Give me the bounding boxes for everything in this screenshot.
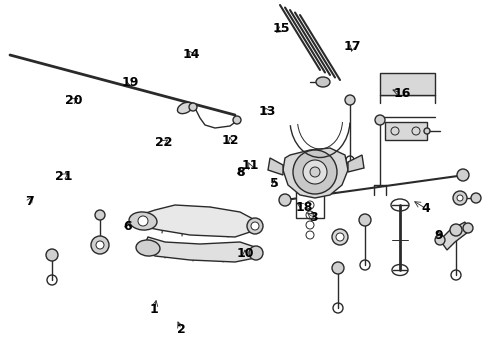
- Circle shape: [463, 223, 473, 233]
- Circle shape: [359, 214, 371, 226]
- Circle shape: [46, 249, 58, 261]
- Circle shape: [450, 224, 462, 236]
- Text: 12: 12: [221, 134, 239, 147]
- Text: 6: 6: [123, 220, 132, 233]
- Text: 11: 11: [241, 159, 259, 172]
- Circle shape: [279, 194, 291, 206]
- Text: 16: 16: [393, 87, 411, 100]
- Circle shape: [303, 160, 327, 184]
- Text: 1: 1: [150, 303, 159, 316]
- Text: 21: 21: [55, 170, 73, 183]
- Circle shape: [310, 167, 320, 177]
- Circle shape: [189, 103, 197, 111]
- Text: 4: 4: [422, 202, 431, 215]
- Text: 9: 9: [434, 229, 443, 242]
- Ellipse shape: [177, 102, 193, 114]
- Polygon shape: [283, 148, 348, 198]
- Polygon shape: [348, 155, 364, 172]
- Circle shape: [453, 191, 467, 205]
- Polygon shape: [140, 205, 255, 237]
- Ellipse shape: [316, 77, 330, 87]
- Circle shape: [457, 195, 463, 201]
- Text: 15: 15: [273, 22, 291, 35]
- Polygon shape: [142, 237, 258, 262]
- Circle shape: [332, 262, 344, 274]
- Circle shape: [233, 116, 241, 124]
- Circle shape: [249, 246, 263, 260]
- Text: 5: 5: [270, 177, 279, 190]
- Text: 7: 7: [25, 195, 34, 208]
- Text: 10: 10: [236, 247, 254, 260]
- Text: 20: 20: [65, 94, 82, 107]
- Circle shape: [293, 150, 337, 194]
- Polygon shape: [268, 158, 283, 175]
- Circle shape: [471, 193, 481, 203]
- Circle shape: [91, 236, 109, 254]
- Text: 17: 17: [344, 40, 362, 53]
- Text: 13: 13: [258, 105, 276, 118]
- Ellipse shape: [129, 212, 157, 230]
- Text: 3: 3: [309, 211, 318, 224]
- Circle shape: [375, 115, 385, 125]
- Bar: [296, 168, 324, 218]
- Circle shape: [336, 233, 344, 241]
- Text: 2: 2: [177, 323, 186, 336]
- Circle shape: [95, 210, 105, 220]
- Ellipse shape: [136, 240, 160, 256]
- Circle shape: [424, 128, 430, 134]
- Circle shape: [345, 95, 355, 105]
- Text: 18: 18: [295, 201, 313, 213]
- Circle shape: [435, 235, 445, 245]
- Circle shape: [138, 216, 148, 226]
- Text: 22: 22: [155, 136, 173, 149]
- Circle shape: [251, 222, 259, 230]
- Circle shape: [96, 241, 104, 249]
- Text: 14: 14: [182, 48, 200, 60]
- Circle shape: [332, 229, 348, 245]
- Polygon shape: [440, 222, 468, 250]
- Text: 19: 19: [121, 76, 139, 89]
- Bar: [385, 122, 427, 140]
- Circle shape: [457, 169, 469, 181]
- Bar: [380, 73, 435, 95]
- Circle shape: [247, 218, 263, 234]
- Text: 8: 8: [236, 166, 245, 179]
